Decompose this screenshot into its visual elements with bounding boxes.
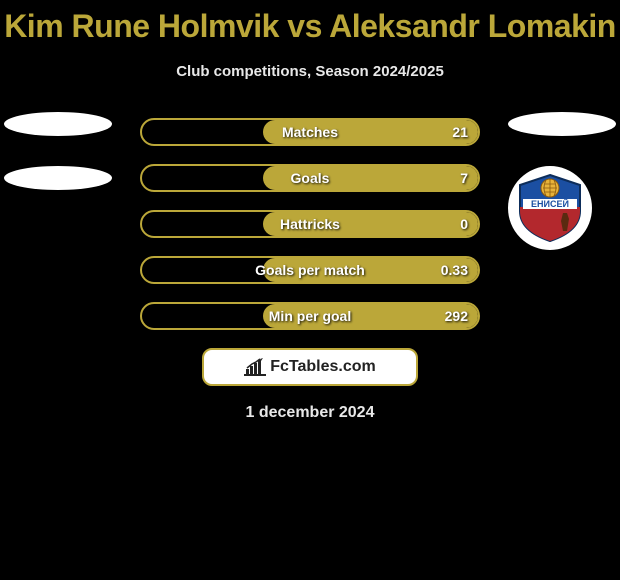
- stat-label: Hattricks: [280, 216, 340, 232]
- right-ellipse-1: [508, 112, 616, 136]
- chart-icon: [244, 358, 266, 376]
- stat-value: 0: [460, 216, 468, 232]
- stat-label: Matches: [282, 124, 338, 140]
- stat-row: Goals per match 0.33: [140, 256, 480, 284]
- team-logo-text: ЕНИСЕЙ: [531, 198, 569, 209]
- stats-area: ЕНИСЕЙ Matches 21 Goals 7 Hattricks 0 Go…: [0, 118, 620, 422]
- stat-row: Matches 21: [140, 118, 480, 146]
- stat-label: Min per goal: [269, 308, 351, 324]
- stat-value: 0.33: [441, 262, 468, 278]
- stat-value: 7: [460, 170, 468, 186]
- page-title: Kim Rune Holmvik vs Aleksandr Lomakin: [0, 0, 620, 45]
- left-ellipse-1: [4, 112, 112, 136]
- subtitle: Club competitions, Season 2024/2025: [0, 63, 620, 80]
- stat-value: 292: [445, 308, 468, 324]
- stat-row: Hattricks 0: [140, 210, 480, 238]
- left-ellipse-2: [4, 166, 112, 190]
- stat-label: Goals per match: [255, 262, 365, 278]
- stat-row: Min per goal 292: [140, 302, 480, 330]
- date-text: 1 december 2024: [0, 404, 620, 422]
- stat-row: Goals 7: [140, 164, 480, 192]
- team-logo-inner: ЕНИСЕЙ: [515, 173, 585, 243]
- stat-label: Goals: [291, 170, 330, 186]
- team-logo: ЕНИСЕЙ: [508, 166, 592, 250]
- stat-value: 21: [452, 124, 468, 140]
- attribution-badge: FcTables.com: [202, 348, 418, 386]
- attribution-text: FcTables.com: [270, 358, 376, 376]
- stat-bars: Matches 21 Goals 7 Hattricks 0 Goals per…: [140, 118, 480, 330]
- left-player-badge-group: [4, 112, 112, 220]
- right-player-badge-group: ЕНИСЕЙ: [508, 112, 616, 250]
